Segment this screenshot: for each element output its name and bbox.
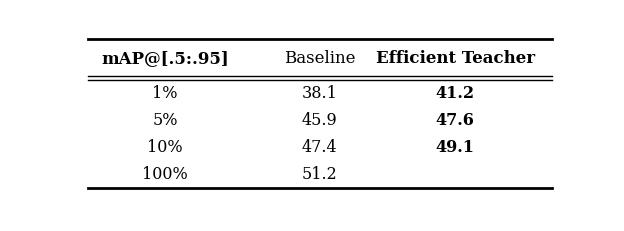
- Text: 47.6: 47.6: [436, 112, 475, 128]
- Text: 49.1: 49.1: [436, 139, 475, 156]
- Text: 41.2: 41.2: [436, 84, 475, 101]
- Text: Efficient Teacher: Efficient Teacher: [376, 49, 535, 67]
- Text: 5%: 5%: [152, 112, 178, 128]
- Text: 1%: 1%: [152, 84, 178, 101]
- Text: mAP@[.5:.95]: mAP@[.5:.95]: [101, 49, 229, 67]
- Text: 45.9: 45.9: [302, 112, 338, 128]
- Text: 38.1: 38.1: [302, 84, 338, 101]
- Text: 51.2: 51.2: [302, 166, 338, 183]
- Text: 47.4: 47.4: [302, 139, 338, 156]
- Text: Baseline: Baseline: [284, 49, 356, 67]
- Text: 10%: 10%: [147, 139, 183, 156]
- Text: 100%: 100%: [142, 166, 188, 183]
